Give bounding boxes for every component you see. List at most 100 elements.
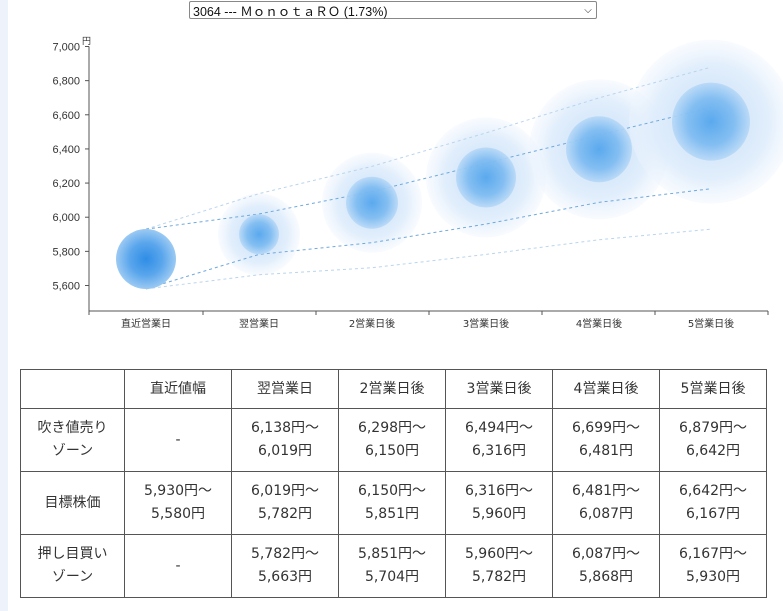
- inner-lower-band-line: [145, 188, 712, 290]
- table-cell: 5,960円〜 5,782円: [445, 534, 553, 598]
- table-row-label: 押し目買い ゾーン: [20, 534, 125, 598]
- cell-line: 5,580円: [150, 506, 206, 522]
- cell-line: 6,298円〜: [357, 420, 427, 436]
- table-cell: 5,782円〜 5,663円: [231, 534, 339, 598]
- cell-line: 5,868円: [578, 569, 634, 585]
- y-tick-label: 6,400: [52, 144, 80, 156]
- cell-line: -: [175, 431, 181, 448]
- cell-line: 5,782円: [257, 506, 313, 522]
- bubble-core: [456, 147, 516, 208]
- cell-line: 5,851円: [364, 506, 420, 522]
- table-header-row: 直近値幅 翌営業日 2営業日後 3営業日後 4営業日後 5営業日後: [20, 369, 767, 409]
- table-cell: 6,642円〜 6,167円: [659, 471, 767, 535]
- cell-line: 6,019円: [257, 443, 313, 459]
- x-tick-label: 5営業日後: [688, 317, 734, 330]
- row-label-line: 押し目買い: [37, 546, 108, 562]
- cell-line: 6,167円〜: [678, 546, 748, 562]
- table-cell: 6,494円〜 6,316円: [445, 408, 553, 472]
- cell-line: 6,642円〜: [678, 483, 748, 499]
- table-cell: 6,298円〜 6,150円: [338, 408, 446, 472]
- table-header-cell: 直近値幅: [124, 369, 232, 409]
- cell-line: 5,782円〜: [250, 546, 320, 562]
- cell-line: -: [175, 557, 181, 574]
- cell-line: 6,699円〜: [571, 420, 641, 436]
- y-tick-label: 5,600: [52, 281, 80, 293]
- cell-line: 5,782円: [471, 569, 527, 585]
- table-header-cell: 3営業日後: [445, 369, 553, 409]
- table-cell: 6,481円〜 6,087円: [552, 471, 660, 535]
- cell-line: 6,481円〜: [571, 483, 641, 499]
- table-row-label: 吹き値売り ゾーン: [20, 408, 125, 472]
- cell-line: 6,316円: [471, 443, 527, 459]
- cell-line: 5,930円: [685, 569, 741, 585]
- cell-line: 5,930円〜: [143, 483, 213, 499]
- bubble-core: [672, 82, 750, 161]
- cell-line: 6,150円: [364, 443, 420, 459]
- cell-line: 5,960円〜: [464, 546, 534, 562]
- table-cell: 6,019円〜 5,782円: [231, 471, 339, 535]
- cell-line: 5,960円: [471, 506, 527, 522]
- x-tick-label: 4営業日後: [576, 317, 622, 330]
- cell-line: 6,150円〜: [357, 483, 427, 499]
- table-header-cell: 4営業日後: [552, 369, 660, 409]
- y-tick-label: 5,800: [52, 246, 80, 258]
- cell-line: 5,704円: [364, 569, 420, 585]
- chevron-down-icon: ⌵: [584, 4, 592, 16]
- table-row: 押し目買いゾーン - 5,782円〜 5,663円 5,851円〜 5,704円 5,960…: [20, 534, 767, 598]
- table-row: 目標株価 5,930円〜 5,580円 6,019円〜 5,782円 6,150円〜 5,8…: [20, 471, 767, 535]
- cell-line: 6,087円〜: [571, 546, 641, 562]
- table-cell: 6,167円〜 5,930円: [659, 534, 767, 598]
- cell-line: 6,879円〜: [678, 420, 748, 436]
- table-cell: 5,930円〜 5,580円: [124, 471, 232, 535]
- row-label-line: 目標株価: [44, 494, 101, 511]
- stock-select[interactable]: 3064 --- Ｍｏｎｏｔａ​ＲＯ (1.73%) ⌵: [189, 1, 597, 19]
- row-label-line: ゾーン: [51, 569, 94, 585]
- table-header-cell: 5営業日後: [659, 369, 767, 409]
- forecast-table: 直近値幅 翌営業日 2営業日後 3営業日後 4営業日後 5営業日後 吹き値売りゾ…: [20, 369, 767, 598]
- y-tick-label: 6,200: [52, 178, 80, 190]
- table-cell: -: [124, 408, 232, 472]
- table-cell: -: [124, 534, 232, 598]
- bubble-core: [239, 214, 279, 255]
- table-cell: 6,699円〜 6,481円: [552, 408, 660, 472]
- y-unit-label: 円: [82, 36, 91, 47]
- cell-line: 6,167円: [685, 506, 741, 522]
- table-cell: 6,316円〜 5,960円: [445, 471, 553, 535]
- table-row: 吹き値売りゾーン - 6,138円〜 6,019円 6,298円〜 6,150円 6,494…: [20, 408, 767, 472]
- table-row-label: 目標株価: [20, 471, 125, 535]
- table-cell: 6,879円〜 6,642円: [659, 408, 767, 472]
- table-header-cell: 2営業日後: [338, 369, 446, 409]
- bubble-core: [346, 176, 398, 229]
- table-header-corner: [20, 369, 125, 409]
- cell-line: 6,087円: [578, 506, 634, 522]
- table-header-cell: 翌営業日: [231, 369, 339, 409]
- x-tick-label: 3営業日後: [463, 317, 509, 330]
- table-cell: 6,087円〜 5,868円: [552, 534, 660, 598]
- table-cell: 6,138円〜 6,019円: [231, 408, 339, 472]
- cell-line: 6,494円〜: [464, 420, 534, 436]
- cell-line: 5,851円〜: [357, 546, 427, 562]
- y-tick-label: 6,600: [52, 110, 80, 122]
- left-border-strip: [0, 0, 8, 611]
- bubble-core: [566, 116, 632, 183]
- cell-line: 6,019円〜: [250, 483, 320, 499]
- y-tick-label: 7,000: [52, 42, 80, 54]
- price-forecast-chart: 円 5,600 5,800 6,000 6,200 6,400 6,600 6,800 7,00…: [52, 36, 783, 330]
- cell-line: 6,642円: [685, 443, 741, 459]
- cell-line: 6,481円: [578, 443, 634, 459]
- cell-line: 6,138円〜: [250, 420, 320, 436]
- x-tick-label: 2営業日後: [349, 317, 395, 330]
- outer-lower-band-line: [145, 228, 712, 290]
- row-label-line: 吹き値売り: [37, 420, 108, 436]
- outer-upper-band-line: [145, 66, 712, 230]
- bubble-core: [116, 229, 176, 290]
- y-tick-label: 6,000: [52, 212, 80, 224]
- y-tick-label: 6,800: [52, 76, 80, 88]
- row-label-line: ゾーン: [51, 443, 94, 459]
- cell-line: 5,663円: [257, 569, 313, 585]
- stock-select-value: 3064 --- Ｍｏｎｏｔａ​ＲＯ (1.73%): [193, 4, 388, 19]
- table-cell: 5,851円〜 5,704円: [338, 534, 446, 598]
- x-tick-label: 翌営業日: [239, 317, 279, 330]
- x-tick-label: 直近営業日: [121, 317, 171, 330]
- table-cell: 6,150円〜 5,851円: [338, 471, 446, 535]
